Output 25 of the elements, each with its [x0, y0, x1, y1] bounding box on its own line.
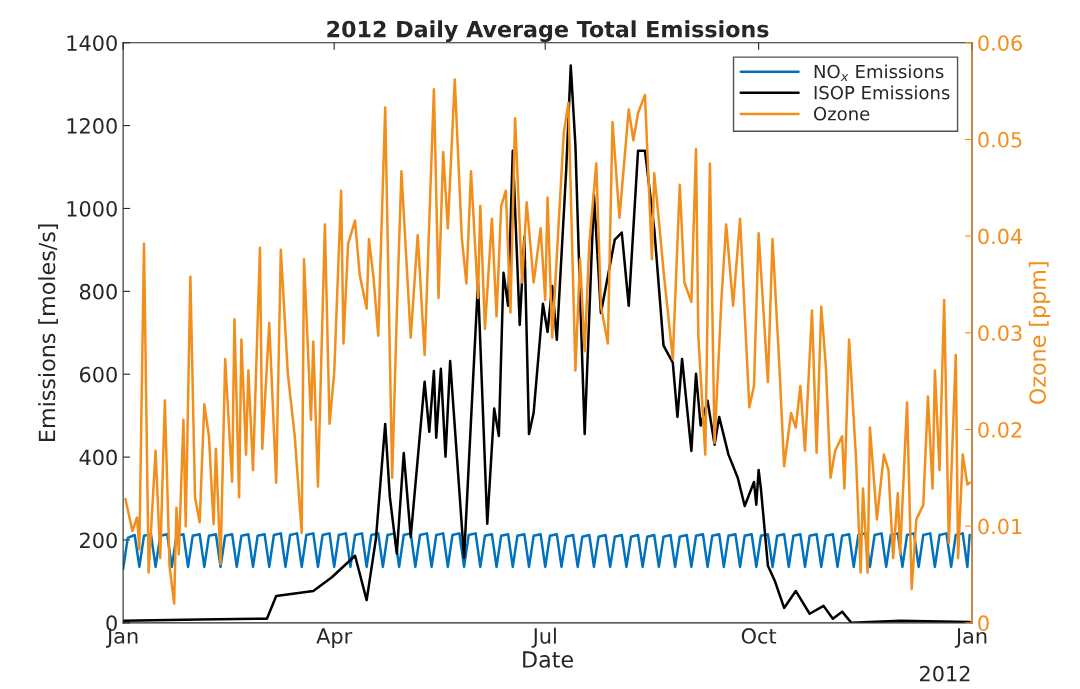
y2-tick-label: 0.06	[978, 35, 1022, 51]
y-tick-label: 1200	[67, 118, 117, 134]
y-tick-label: 200	[80, 532, 117, 549]
text: 2012	[920, 665, 970, 682]
y-tick-label: 1000	[67, 200, 117, 217]
x-tick-label: Jul	[531, 627, 556, 648]
y2-tick-label: 0.05	[978, 131, 1022, 148]
legend-label: NO$_{x}$ Emissions	[814, 64, 944, 82]
y2-tick-label: 0.01	[978, 518, 1022, 535]
x-axis-title: Date	[523, 651, 573, 668]
y-tick-label: 600	[79, 366, 117, 383]
y2-tick-label: 0.03	[978, 325, 1022, 341]
legend-label: ISOP Emissions	[814, 85, 950, 100]
y2-axis-title: Ozone [ppm]	[1028, 262, 1051, 404]
legend-label: Ozone	[813, 106, 870, 121]
x-tick-label: Oct	[741, 628, 777, 644]
y-tick-label: 400	[79, 449, 117, 466]
line-series	[123, 532, 971, 571]
y-axis-title: Emissions [moles/s]	[38, 224, 58, 441]
y-tick-label: 800	[79, 283, 117, 300]
x-tick-label: Apr	[316, 628, 353, 648]
y-tick-label: 1400	[67, 35, 117, 51]
chart-title: 2012 Daily Average Total Emissions	[327, 20, 769, 42]
y2-tick-label: 0.02	[978, 421, 1022, 438]
y2-tick-label: 0.04	[978, 228, 1023, 245]
